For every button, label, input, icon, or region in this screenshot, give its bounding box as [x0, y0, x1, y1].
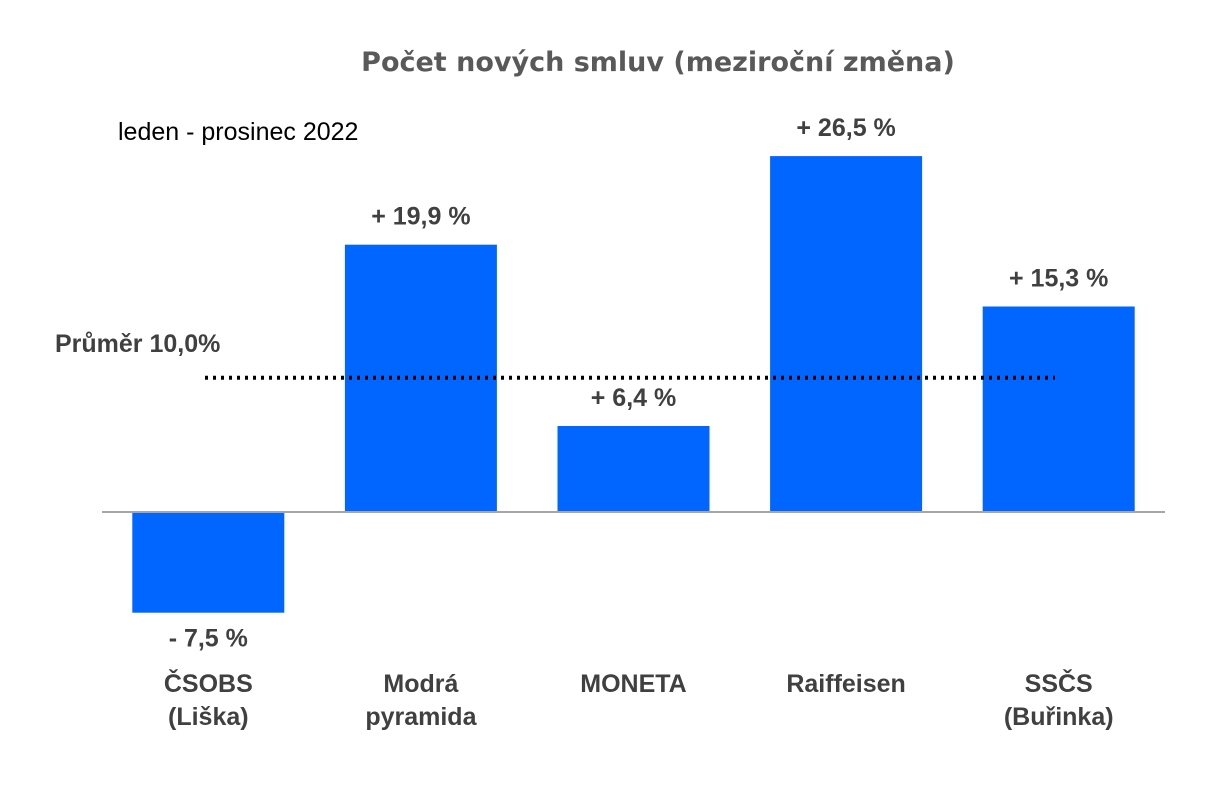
- bar-0: [132, 512, 285, 613]
- value-label-3: + 26,5 %: [796, 114, 895, 142]
- category-label-2-line-0: MONETA: [580, 670, 686, 698]
- value-label-1: + 19,9 %: [371, 203, 470, 231]
- category-label-1-line-0: Modrá: [383, 670, 458, 698]
- category-label-4-line-0: SSČS: [1025, 668, 1093, 698]
- value-labels-group: - 7,5 % + 19,9 % + 6,4 % + 26,5 % + 15,3 %: [169, 114, 1109, 653]
- bar-3: [770, 156, 923, 512]
- value-label-0: - 7,5 %: [169, 625, 248, 653]
- category-label-0-line-0: ČSOBS: [164, 668, 253, 698]
- category-label-1-line-1: pyramida: [365, 703, 477, 731]
- value-label-2: + 6,4 %: [591, 384, 676, 412]
- category-label-4-line-1: (Buřinka): [1004, 703, 1114, 731]
- chart-subtitle: leden - prosinec 2022: [118, 118, 358, 146]
- bar-4: [982, 306, 1135, 512]
- category-label-3-line-0: Raiffeisen: [786, 670, 905, 698]
- value-label-4: + 15,3 %: [1009, 265, 1108, 293]
- average-label: Průměr 10,0%: [55, 330, 220, 358]
- chart-title: Počet nových smluv (meziroční změna): [361, 47, 955, 78]
- bar-2: [557, 426, 710, 512]
- category-labels-group: ČSOBS (Liška) Modrá pyramida MONETA Raiffeise…: [164, 668, 1114, 731]
- category-label-0-line-1: (Liška): [168, 703, 249, 731]
